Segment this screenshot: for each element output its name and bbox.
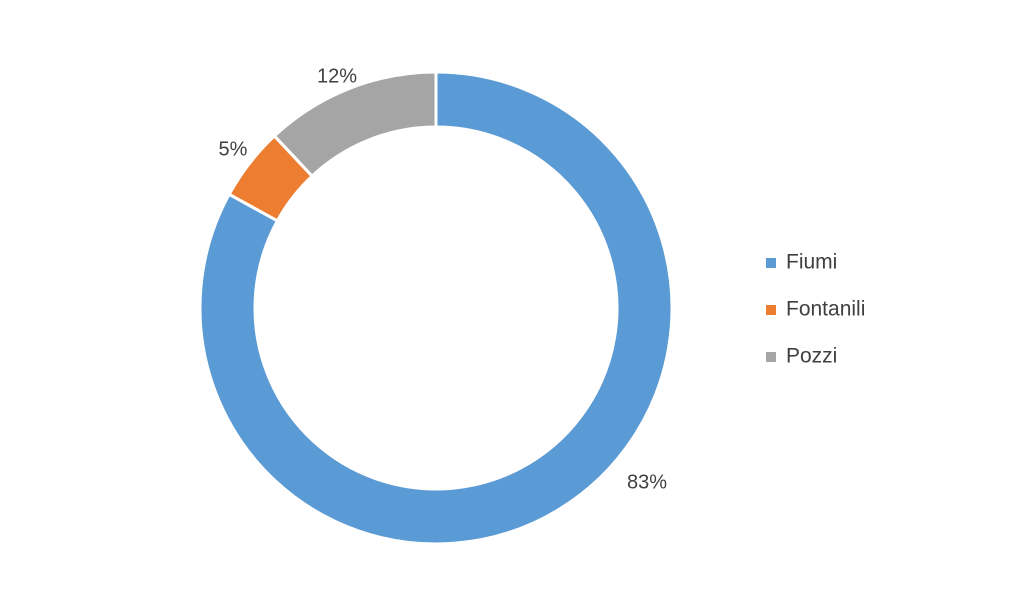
legend-swatch-fontanili xyxy=(766,305,776,315)
chart-legend: Fiumi Fontanili Pozzi xyxy=(766,251,865,368)
legend-label-fontanili: Fontanili xyxy=(786,298,865,321)
legend-label-pozzi: Pozzi xyxy=(786,345,837,368)
slice-pozzi xyxy=(272,70,438,179)
legend-label-fiumi: Fiumi xyxy=(786,251,837,274)
legend-swatch-fiumi xyxy=(766,258,776,268)
data-label-fiumi: 83% xyxy=(627,471,667,493)
legend-swatch-pozzi xyxy=(766,352,776,362)
chart-data-labels: 83% 5% 12% xyxy=(219,65,668,493)
data-label-fontanili: 5% xyxy=(219,138,248,160)
slice-fiumi xyxy=(198,70,674,546)
data-label-pozzi: 12% xyxy=(317,65,357,87)
chart-slices xyxy=(198,70,674,546)
